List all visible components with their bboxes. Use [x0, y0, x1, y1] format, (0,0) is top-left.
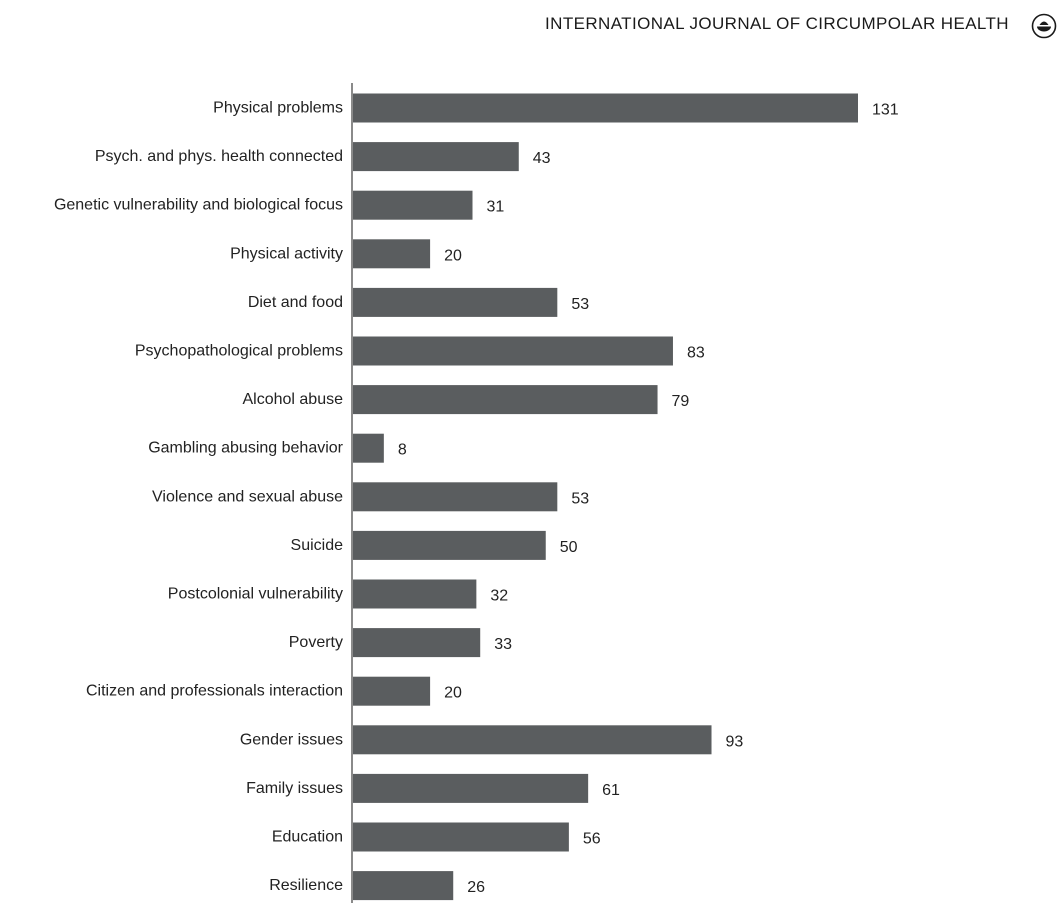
- bar: [353, 579, 477, 609]
- value-label: 83: [687, 345, 705, 362]
- journal-title: INTERNATIONAL JOURNAL OF CIRCUMPOLAR HEA…: [545, 14, 1009, 33]
- category-label: Suicide: [291, 537, 344, 554]
- value-label: 8: [398, 442, 407, 459]
- bar: [353, 482, 558, 512]
- bar: [353, 628, 481, 658]
- value-label: 79: [672, 393, 690, 410]
- value-label: 20: [444, 247, 462, 264]
- value-label: 33: [494, 636, 512, 653]
- category-label: Gender issues: [240, 731, 343, 748]
- category-label: Gambling abusing behavior: [148, 440, 343, 457]
- bars-layer: Physical problems 131 Psych. and phys. hea…: [54, 93, 899, 901]
- value-label: 61: [602, 782, 620, 799]
- category-label: Postcolonial vulnerability: [168, 586, 343, 603]
- category-label: Family issues: [246, 780, 343, 797]
- bar: [353, 871, 454, 901]
- bar: [353, 433, 384, 463]
- value-label: 32: [490, 588, 508, 605]
- journal-logo-icon: [1031, 13, 1057, 39]
- bar: [353, 676, 431, 706]
- bar: [353, 336, 673, 366]
- value-label: 20: [444, 685, 462, 702]
- category-label: Diet and food: [248, 294, 343, 311]
- category-label: Resilience: [269, 877, 343, 894]
- category-label: Citizen and professionals interaction: [86, 683, 343, 700]
- bar: [353, 530, 546, 560]
- value-label: 43: [533, 150, 551, 167]
- value-label: 53: [571, 296, 589, 313]
- bar: [353, 773, 589, 803]
- value-label: 50: [560, 539, 578, 556]
- bar: [353, 725, 712, 755]
- bar: [353, 385, 658, 415]
- category-label: Poverty: [289, 634, 343, 651]
- bar: [353, 190, 473, 220]
- category-label: Psychopathological problems: [135, 343, 343, 360]
- category-label: Violence and sexual abuse: [152, 488, 343, 505]
- category-label: Alcohol abuse: [242, 391, 343, 408]
- bar: [353, 822, 569, 852]
- value-label: 31: [487, 199, 505, 216]
- value-label: 56: [583, 831, 601, 848]
- bar: [353, 287, 558, 317]
- bar: [353, 93, 858, 123]
- value-label: 26: [467, 879, 485, 896]
- value-label: 93: [726, 733, 744, 750]
- value-label: 53: [571, 490, 589, 507]
- category-label: Psych. and phys. health connected: [95, 148, 343, 165]
- bar: [353, 142, 519, 172]
- category-label: Education: [272, 829, 343, 846]
- category-label: Physical problems: [213, 100, 343, 117]
- category-label: Physical activity: [230, 245, 343, 262]
- bar: [353, 239, 431, 269]
- category-label: Genetic vulnerability and biological foc…: [54, 197, 343, 214]
- value-label: 131: [872, 102, 899, 119]
